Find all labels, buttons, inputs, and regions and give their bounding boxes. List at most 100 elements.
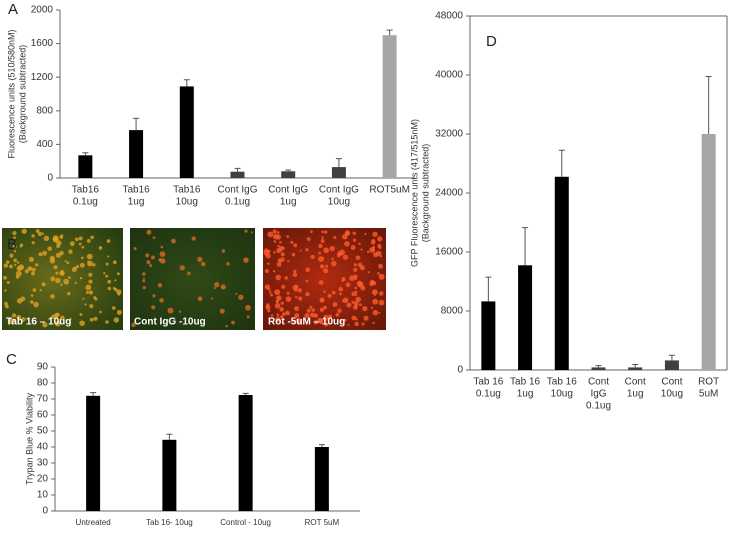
cell [345, 231, 350, 236]
cell [79, 320, 85, 326]
cell [13, 258, 18, 263]
cell [60, 283, 63, 287]
bar [481, 301, 496, 370]
cell [277, 258, 281, 261]
cell [60, 271, 65, 276]
cell [274, 289, 281, 296]
x-tick-label: Tab16 [72, 185, 100, 196]
cell [86, 239, 91, 243]
x-tick-label: Tab 16- 10ug [146, 518, 193, 527]
cell [112, 260, 117, 265]
cell [290, 240, 294, 244]
cell [294, 313, 300, 318]
image-caption: Tab 16 – 10ug [6, 317, 71, 328]
cell [171, 238, 176, 244]
cell [273, 250, 276, 254]
cell [238, 294, 244, 301]
cell [318, 243, 323, 249]
cell [200, 261, 206, 267]
cell [92, 263, 96, 267]
cell [323, 314, 330, 321]
cell [372, 231, 378, 237]
cell [21, 317, 26, 322]
cell [339, 249, 346, 256]
cell [272, 270, 276, 273]
cell [68, 249, 73, 254]
cell [354, 286, 358, 290]
cell [361, 322, 365, 326]
cell [345, 282, 351, 288]
error-bar [632, 363, 639, 368]
error-bar [82, 152, 89, 156]
bar [701, 134, 716, 370]
cell [374, 293, 377, 296]
error-bar [595, 365, 602, 368]
error-bar [133, 117, 140, 131]
cell [350, 245, 356, 251]
cell [213, 287, 216, 290]
cell [133, 246, 137, 251]
y-axis-label: (Background subtracted) [420, 144, 430, 243]
bar [554, 176, 569, 370]
cell [313, 320, 319, 325]
cell [282, 312, 286, 316]
cell [327, 293, 332, 299]
cell [267, 262, 270, 265]
cell [280, 315, 284, 319]
y-tick-label: 70 [37, 394, 49, 405]
cell [41, 232, 45, 235]
cell [355, 304, 358, 307]
cell [78, 236, 83, 241]
cell [338, 286, 344, 292]
cell [351, 291, 356, 296]
x-tick-label: Cont [588, 377, 609, 388]
cell [89, 317, 94, 322]
cell [54, 321, 61, 327]
cell [328, 314, 333, 319]
y-axis-label: GFP Fluorescence unts (417/515nM) [409, 119, 419, 267]
cell [43, 235, 50, 242]
bar [314, 447, 329, 511]
cell [279, 240, 282, 244]
cell [149, 264, 153, 268]
cell [355, 255, 361, 261]
cell [354, 321, 359, 327]
cell [81, 245, 85, 249]
micrograph [2, 228, 123, 330]
cell [377, 236, 383, 242]
cell [362, 305, 368, 312]
cell [42, 250, 48, 256]
cell [74, 281, 77, 284]
x-tick-label: 0.1ug [73, 197, 98, 208]
cell [37, 231, 43, 237]
cell [378, 299, 385, 306]
x-tick-label: ROT [698, 377, 719, 388]
cell [88, 279, 93, 284]
cell [159, 258, 166, 264]
cell [98, 246, 103, 250]
panel-letter: D [486, 33, 497, 50]
cell [114, 279, 117, 282]
cell [319, 264, 325, 269]
image-caption: Rot -5uM – 10ug [268, 317, 345, 328]
cell [280, 257, 285, 262]
cell [69, 241, 75, 247]
cell [35, 263, 39, 267]
cell [347, 323, 350, 326]
cell [179, 265, 185, 271]
cell [364, 232, 367, 236]
cell [273, 240, 277, 243]
x-tick-label: 0.1ug [586, 401, 611, 412]
cell [265, 304, 271, 310]
bar [162, 439, 177, 511]
error-bar [668, 354, 675, 361]
cell [358, 242, 361, 246]
cell [85, 284, 92, 291]
cell [377, 243, 382, 249]
cell [299, 249, 302, 252]
cell [221, 249, 226, 253]
cell [276, 313, 280, 317]
cell [159, 298, 164, 303]
y-tick-label: 48000 [435, 11, 463, 22]
